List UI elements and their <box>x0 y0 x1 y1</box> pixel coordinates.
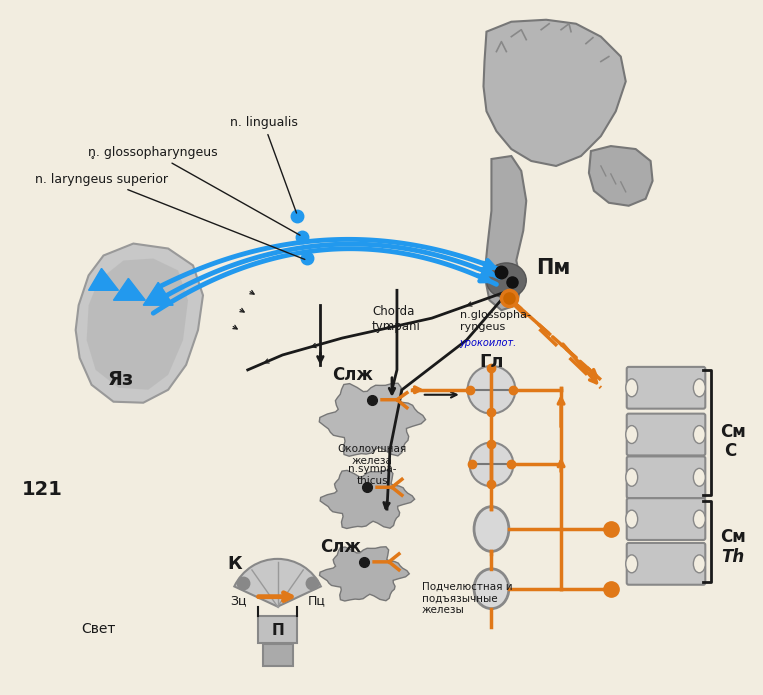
Text: n. laryngeus superior: n. laryngeus superior <box>35 173 305 259</box>
Text: Слж: Слж <box>332 366 372 384</box>
Polygon shape <box>76 243 203 402</box>
Text: См: См <box>720 423 746 441</box>
Polygon shape <box>87 259 188 390</box>
Ellipse shape <box>694 468 705 486</box>
Text: урокоилот.: урокоилот. <box>459 338 517 348</box>
FancyBboxPatch shape <box>626 457 705 498</box>
Ellipse shape <box>626 425 638 443</box>
Polygon shape <box>319 383 426 456</box>
Text: n̥. glossopharyngeus: n̥. glossopharyngeus <box>89 146 300 235</box>
Text: Подчелюстная и
подъязычные
железы: Подчелюстная и подъязычные железы <box>422 582 513 615</box>
Text: n.sympa-
thicus: n.sympa- thicus <box>348 464 396 486</box>
FancyBboxPatch shape <box>626 367 705 409</box>
FancyBboxPatch shape <box>626 543 705 584</box>
Ellipse shape <box>694 510 705 528</box>
Text: П: П <box>271 623 284 638</box>
FancyBboxPatch shape <box>626 414 705 455</box>
Ellipse shape <box>694 379 705 397</box>
Ellipse shape <box>474 569 509 609</box>
Text: См: См <box>720 528 746 546</box>
Text: Пм: Пм <box>536 259 571 279</box>
Polygon shape <box>114 279 145 300</box>
Text: Свет: Свет <box>82 621 116 635</box>
Polygon shape <box>320 547 409 601</box>
Text: n.glossopha-
ryngeus: n.glossopha- ryngeus <box>459 310 530 332</box>
Text: Гл: Гл <box>479 353 504 371</box>
Polygon shape <box>143 282 173 305</box>
Text: Слж: Слж <box>320 538 361 556</box>
FancyBboxPatch shape <box>626 498 705 540</box>
Text: К: К <box>227 555 242 573</box>
Bar <box>262 644 292 667</box>
Ellipse shape <box>626 468 638 486</box>
Text: Зц: Зц <box>230 595 246 607</box>
Ellipse shape <box>694 425 705 443</box>
Ellipse shape <box>626 379 638 397</box>
Text: Th: Th <box>721 548 745 566</box>
Ellipse shape <box>487 263 526 297</box>
Polygon shape <box>589 146 652 206</box>
Polygon shape <box>485 156 526 310</box>
Ellipse shape <box>694 555 705 573</box>
Circle shape <box>469 443 513 486</box>
Text: Яз: Яз <box>108 370 134 389</box>
Text: C: C <box>724 443 736 461</box>
Wedge shape <box>234 559 321 607</box>
Text: 121: 121 <box>22 480 63 499</box>
Ellipse shape <box>626 510 638 528</box>
Text: n. lingualis: n. lingualis <box>230 116 298 213</box>
Circle shape <box>468 366 515 414</box>
Ellipse shape <box>474 507 509 551</box>
Text: Пц: Пц <box>307 595 326 607</box>
Ellipse shape <box>626 555 638 573</box>
Polygon shape <box>320 470 414 528</box>
Bar <box>258 616 298 644</box>
Text: Chorda
tympani: Chorda tympani <box>372 305 421 333</box>
Text: Околоушная
железа: Околоушная железа <box>337 445 407 466</box>
Polygon shape <box>484 19 626 166</box>
Polygon shape <box>89 268 118 291</box>
